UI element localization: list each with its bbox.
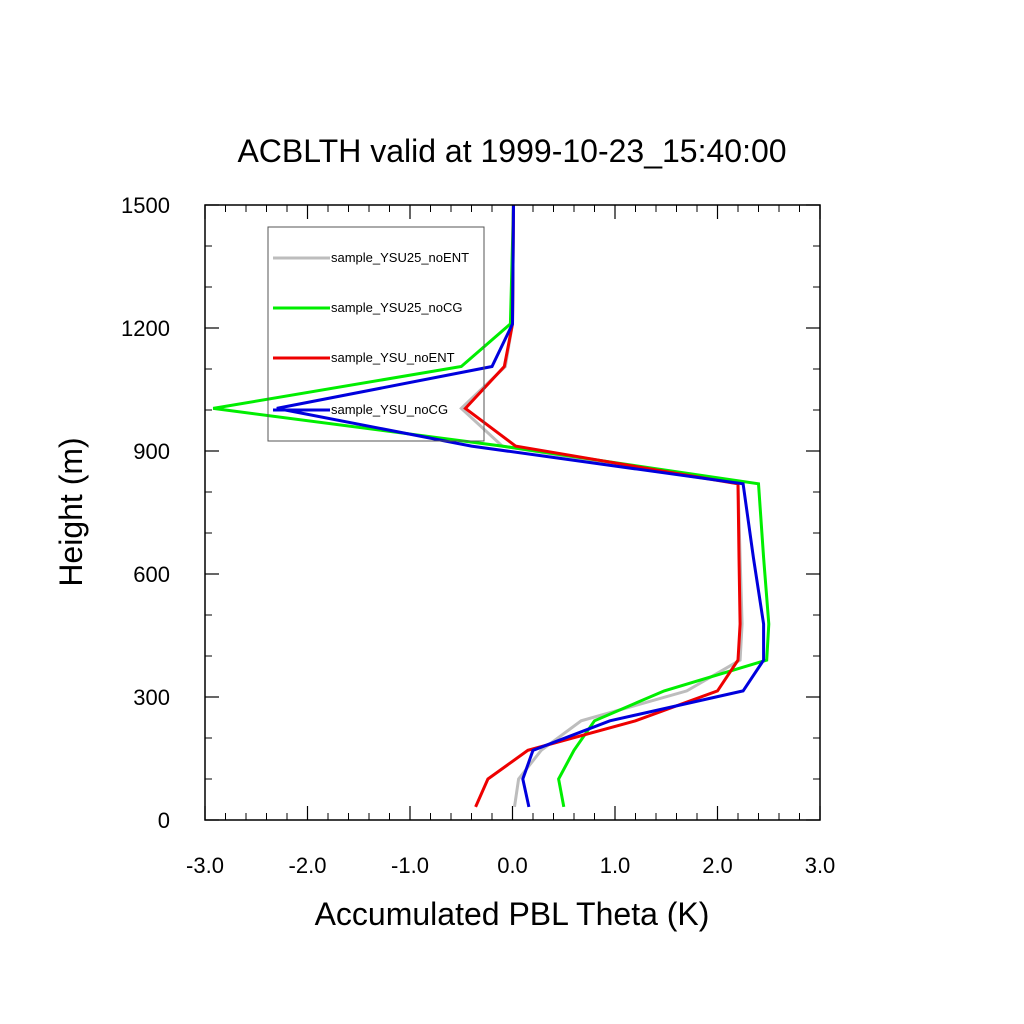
- x-tick-label: 1.0: [600, 853, 631, 878]
- legend-box: [267, 226, 485, 442]
- y-tick-labels: 0 300 600 900 1200 1500: [121, 193, 170, 833]
- series-line-sample_YSU25_noCG: [212, 204, 771, 808]
- y-tick-label: 600: [133, 562, 170, 587]
- y-axis-label: Height (m): [53, 437, 89, 586]
- y-tick-label: 300: [133, 685, 170, 710]
- x-tick-label: -2.0: [289, 853, 327, 878]
- x-tick-label: -1.0: [391, 853, 429, 878]
- y-tick-label: 900: [133, 439, 170, 464]
- legend-label: sample_YSU_noENT: [331, 350, 455, 365]
- x-tick-label: 3.0: [805, 853, 836, 878]
- legend-label: sample_YSU25_noCG: [331, 300, 463, 315]
- y-tick-label: 1200: [121, 316, 170, 341]
- plot-frame: [204, 204, 821, 821]
- x-tick-label: 2.0: [702, 853, 733, 878]
- y-tick-label: 1500: [121, 193, 170, 218]
- x-tick-labels: -3.0 -2.0 -1.0 0.0 1.0 2.0 3.0: [186, 853, 835, 878]
- x-tick-label: 0.0: [497, 853, 528, 878]
- x-tick-label: -3.0: [186, 853, 224, 878]
- legend-items: sample_YSU25_noENT sample_YSU25_noCGsampl…: [273, 250, 469, 417]
- series-line-sample_YSU_noCG: [276, 204, 766, 808]
- series-layer: [212, 204, 771, 808]
- x-axis-label: Accumulated PBL Theta (K): [315, 896, 710, 932]
- chart-title: ACBLTH valid at 1999-10-23_15:40:00: [237, 133, 786, 169]
- legend-label: sample_YSU25_noENT: [331, 250, 469, 265]
- legend: sample_YSU25_noENT sample_YSU25_noCGsampl…: [267, 226, 485, 442]
- y-tick-label: 0: [158, 808, 170, 833]
- legend-label: sample_YSU_noCG: [331, 402, 448, 417]
